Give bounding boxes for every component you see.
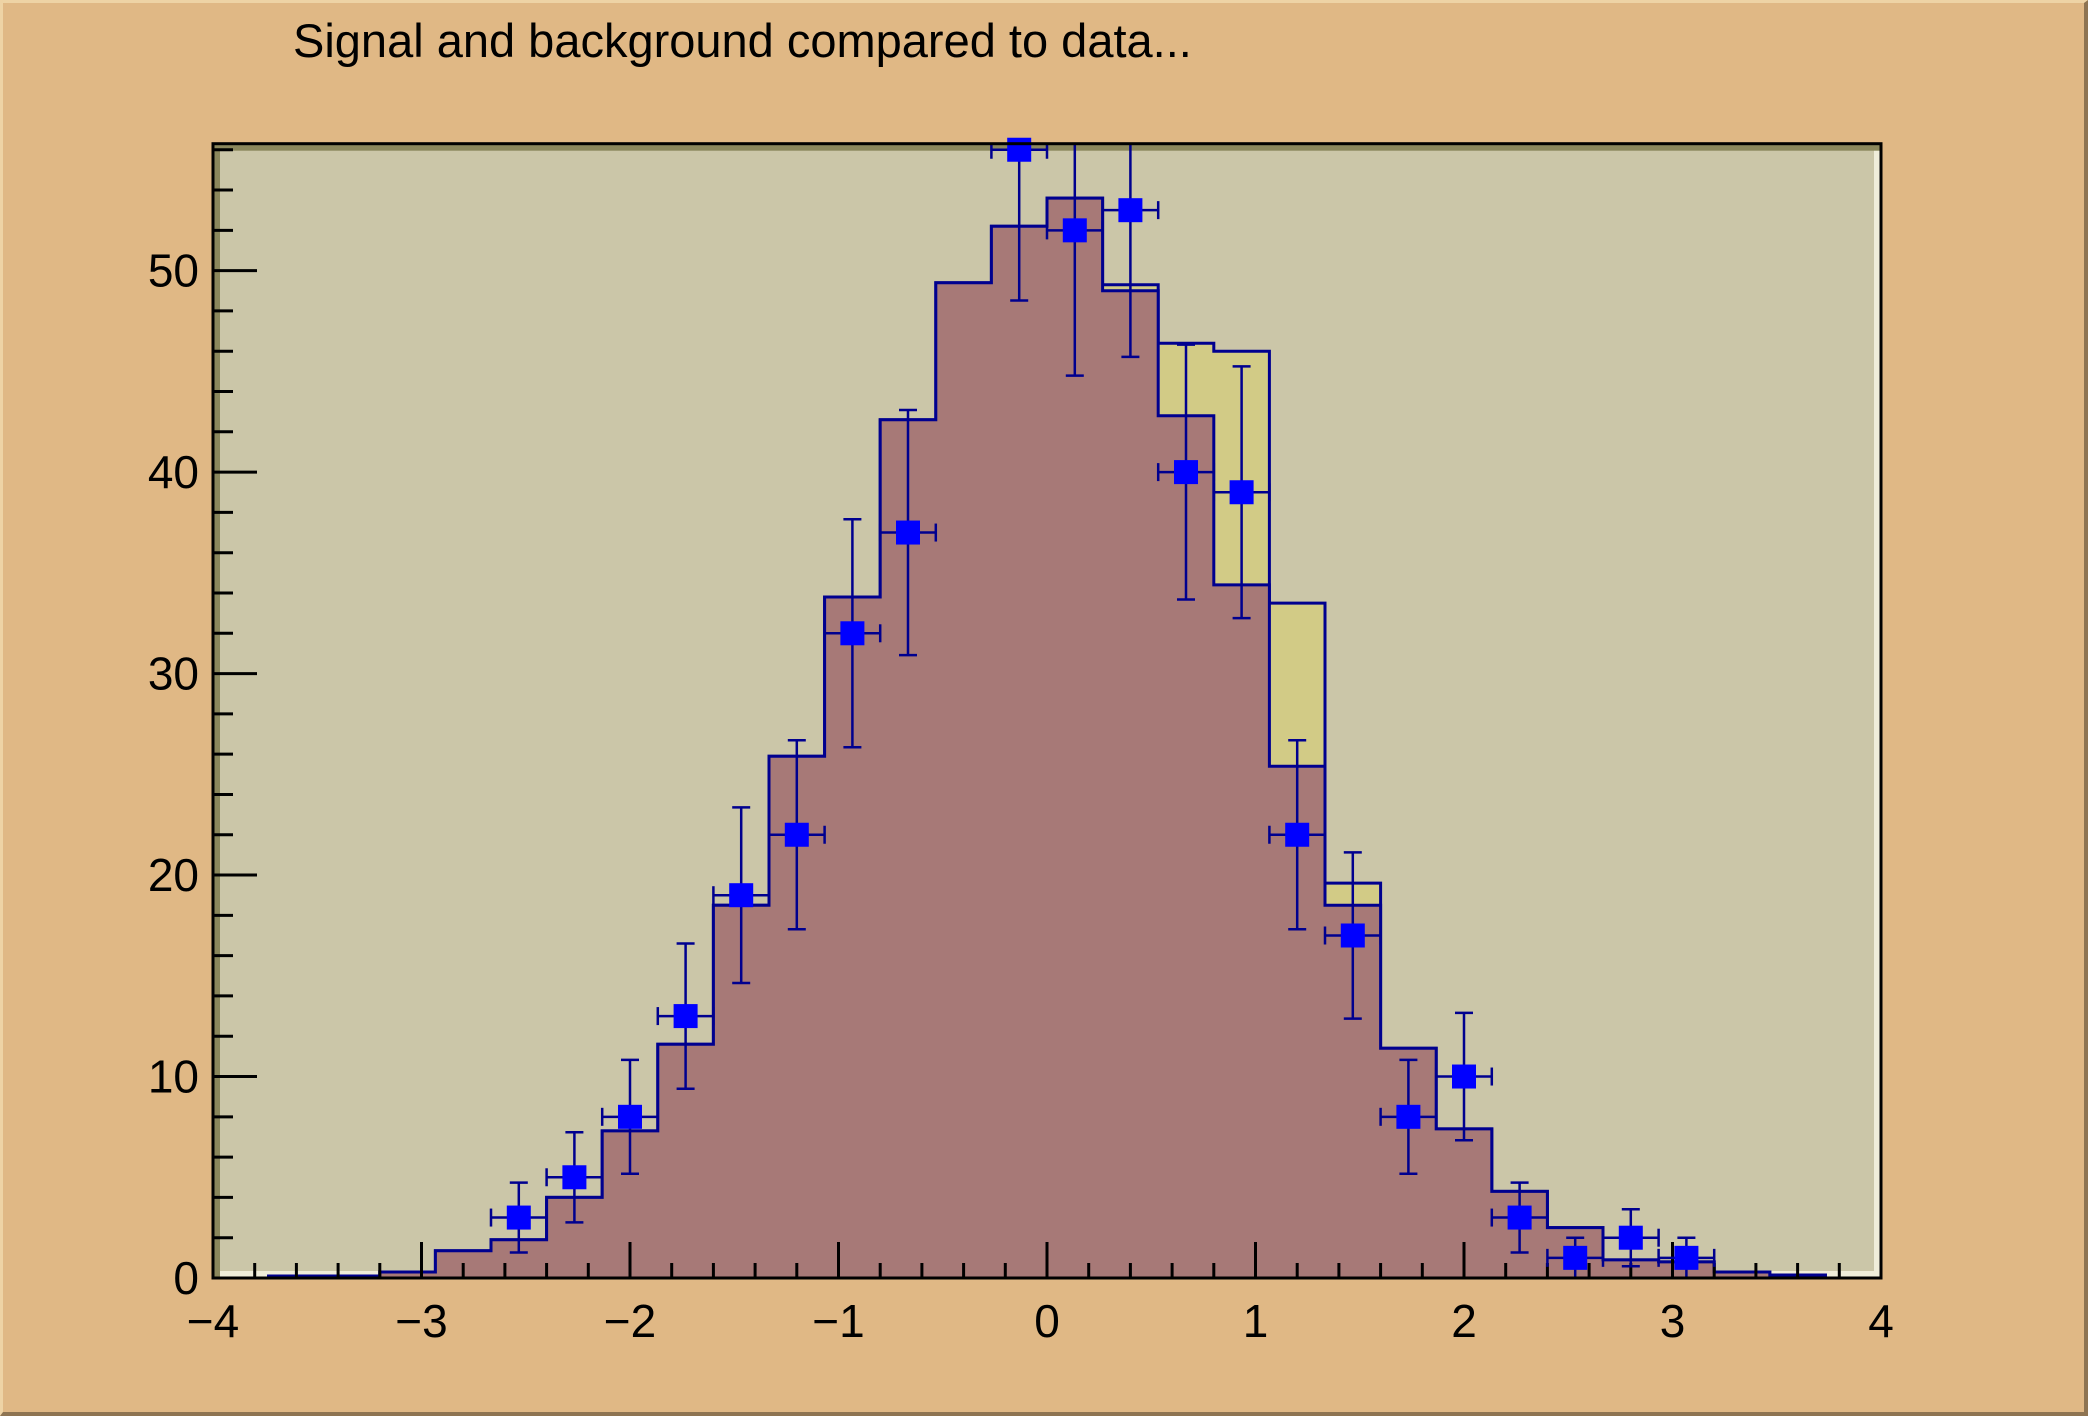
x-tick-label: 0 [1034, 1295, 1060, 1347]
data-point-marker [1563, 1245, 1588, 1270]
data-point-marker [1118, 198, 1143, 223]
data-point-marker [673, 1004, 698, 1029]
background-fill [213, 198, 1881, 1279]
data-point-marker [1062, 218, 1087, 243]
data-point-marker [1396, 1104, 1421, 1129]
y-tick-label: 10 [148, 1051, 199, 1103]
data-point-marker [729, 883, 754, 908]
x-tick-label: 1 [1243, 1295, 1269, 1347]
data-point-marker [1229, 480, 1254, 505]
x-tick-label: −3 [395, 1295, 447, 1347]
data-point-marker [840, 621, 865, 646]
y-tick-label: 30 [148, 648, 199, 700]
chart-title: Signal and background compared to data..… [293, 14, 1192, 67]
data-point-marker [1618, 1225, 1643, 1250]
x-tick-label: 2 [1451, 1295, 1477, 1347]
data-point-marker [784, 822, 809, 847]
x-tick-label: 3 [1660, 1295, 1686, 1347]
y-tick-label: 50 [148, 245, 199, 297]
data-point-marker [896, 520, 920, 545]
plot-frame [211, 142, 1883, 1280]
data-point-marker [1007, 137, 1032, 162]
x-tick-label: −4 [187, 1295, 239, 1347]
x-tick-label: −2 [604, 1295, 656, 1347]
data-point-marker [618, 1104, 642, 1129]
frame-bevel-left [213, 143, 220, 1279]
y-tick-label: 40 [148, 446, 199, 498]
data-point-marker [1507, 1205, 1532, 1230]
data-point-marker [1285, 822, 1310, 847]
frame-bevel-right [1874, 143, 1881, 1279]
x-tick-label: −1 [812, 1295, 864, 1347]
data-points [506, 137, 1699, 1270]
data-point-marker [1674, 1245, 1699, 1270]
y-tick-label: 20 [148, 849, 199, 901]
data-point-marker [1174, 460, 1198, 485]
data-point-marker [562, 1165, 587, 1190]
y-tick-label: 0 [173, 1252, 199, 1304]
data-point-marker [1340, 923, 1365, 948]
data-point-marker [1452, 1064, 1476, 1089]
data-point-marker [506, 1205, 531, 1230]
x-tick-label: 4 [1868, 1295, 1894, 1347]
